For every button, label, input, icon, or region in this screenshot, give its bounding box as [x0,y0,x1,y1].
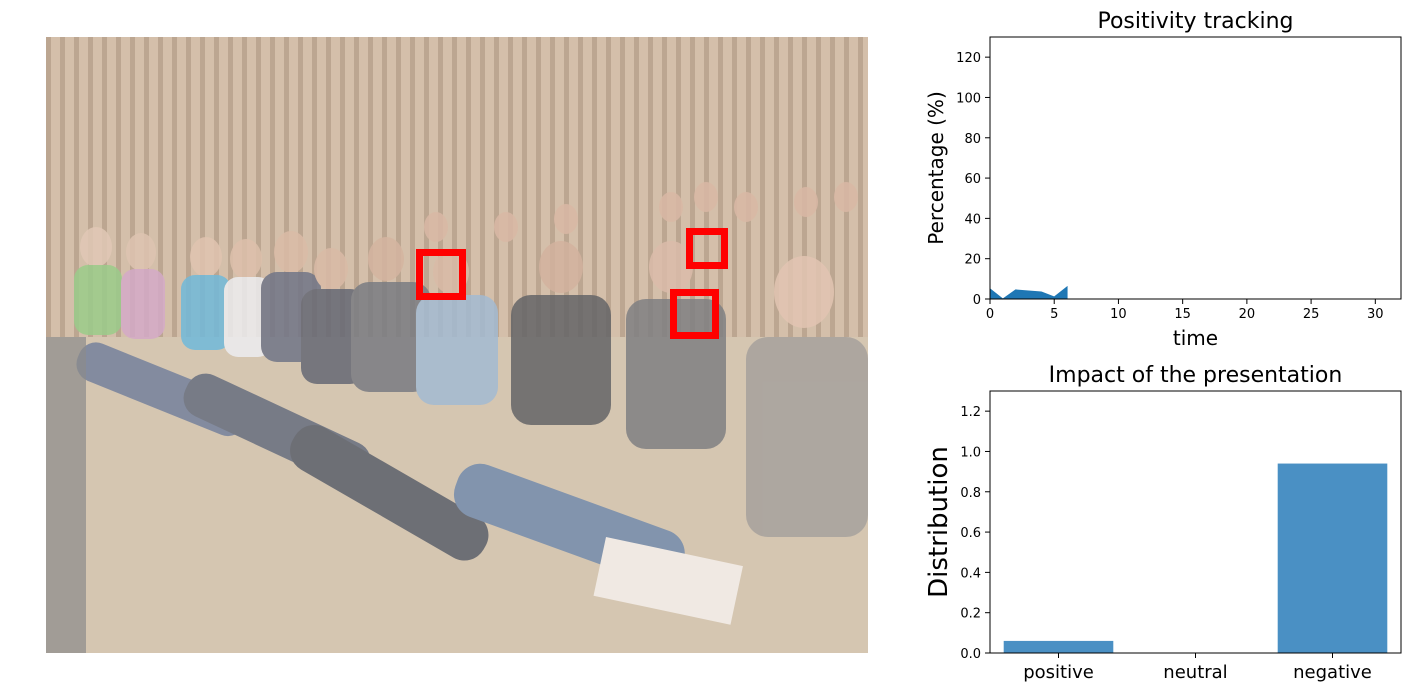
x-tick-label: 30 [1367,307,1384,322]
x-tick-label: 20 [1239,307,1256,322]
y-tick-label: 100 [956,91,981,106]
y-axis-label: Percentage (%) [924,91,948,244]
y-tick-label: 1.0 [960,445,981,460]
face-detection-box [670,289,719,339]
x-tick-label: 5 [1050,307,1058,322]
y-tick-label: 0 [973,293,981,308]
plot-frame [989,390,1402,654]
x-tick-label: positive [1023,662,1094,683]
x-tick-label: 10 [1110,307,1127,322]
x-tick-label: 25 [1303,307,1320,322]
x-tick-label: 15 [1174,307,1191,322]
y-tick-label: 0.8 [960,486,981,501]
plot-frame [989,36,1402,300]
audience-photo-drawing [46,37,868,653]
y-axis-label: Distribution [924,446,954,598]
face-detection-box [416,249,466,300]
bar [1277,463,1388,653]
y-tick-label: 60 [964,172,981,187]
area-series [989,285,1068,300]
chart-title: Positivity tracking [1097,9,1293,34]
y-tick-label: 0.6 [960,526,981,541]
face-detection-box [686,228,728,269]
y-tick-label: 1.2 [960,405,981,420]
y-tick-label: 120 [956,51,981,66]
chart-title: Impact of the presentation [1049,363,1343,388]
y-tick-label: 0.2 [960,607,981,622]
y-tick-label: 20 [964,253,981,268]
audience-photo [46,37,868,653]
y-tick-label: 40 [964,212,981,227]
x-tick-label: neutral [1163,662,1227,683]
y-tick-label: 0.4 [960,566,981,581]
x-tick-label: negative [1293,662,1372,683]
x-axis-label: time [1173,326,1218,350]
y-tick-label: 80 [964,132,981,147]
y-tick-label: 0.0 [960,647,981,662]
x-tick-label: 0 [986,307,994,322]
bar [1003,640,1114,653]
